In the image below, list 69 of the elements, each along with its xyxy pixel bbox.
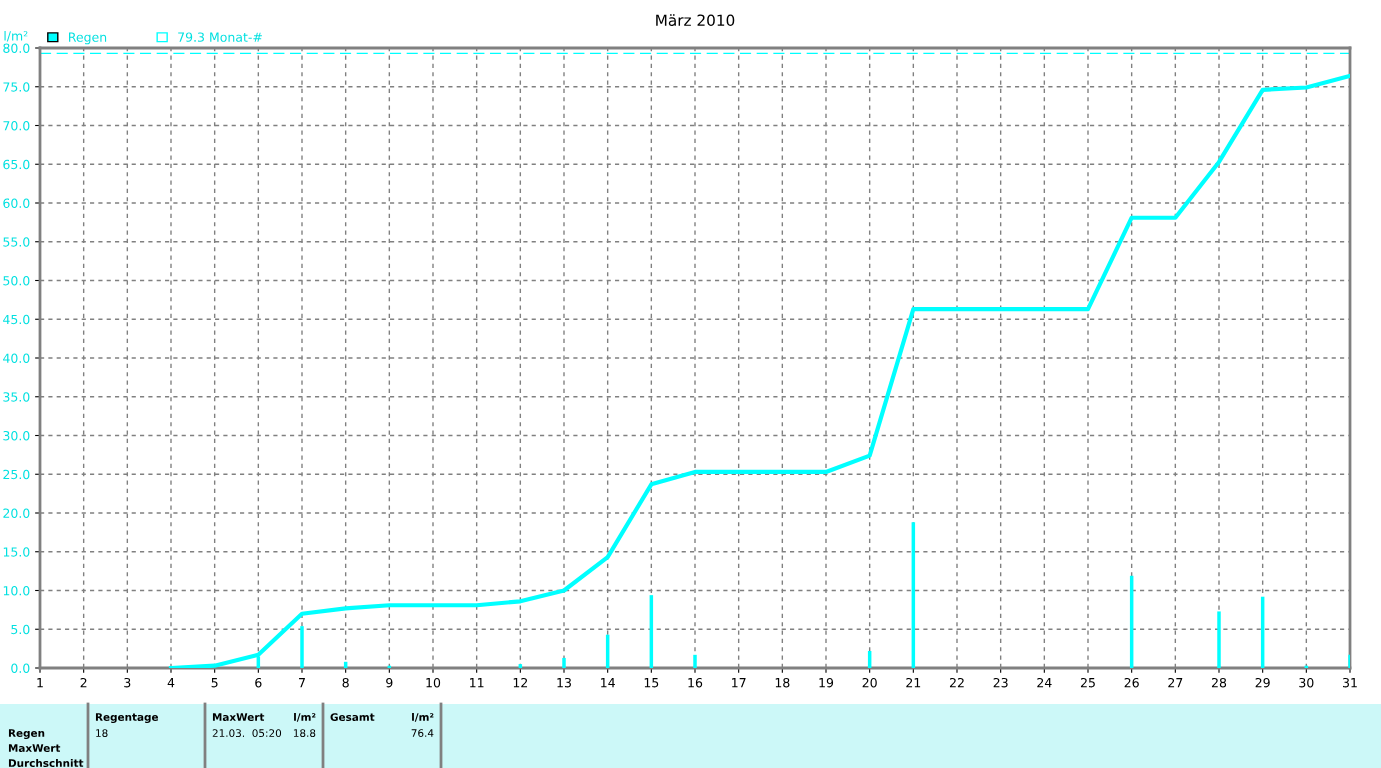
y-axis-title: l/m²: [4, 30, 28, 42]
x-tick-label: 6: [255, 677, 262, 688]
x-tick-label: 7: [299, 678, 305, 688]
y-tick-label: 30.0: [3, 430, 30, 441]
text: Gesamt: [330, 713, 375, 722]
x-tick-label: 3: [124, 677, 131, 688]
text: 76.4: [411, 729, 434, 738]
x-tick-label: 29: [1255, 677, 1270, 688]
x-tick-label: 25: [1080, 677, 1095, 688]
x-tick-label: 16: [688, 677, 703, 688]
text: 21.03. 05:20: [212, 729, 282, 738]
y-tick-label: 75.0: [3, 82, 30, 92]
text: Regentage: [95, 713, 159, 724]
y-tick-label: 80.0: [3, 43, 30, 53]
y-tick-label: 70.0: [3, 120, 30, 131]
x-tick-label: 23: [993, 677, 1008, 688]
y-tick-label: 25.0: [3, 469, 30, 480]
text: MaxWert: [8, 744, 61, 753]
x-tick-label: 18: [775, 677, 790, 688]
text: l/m²: [294, 712, 316, 722]
bar: [562, 657, 566, 668]
x-tick-label: 21: [906, 677, 921, 688]
legend-label: 79.3 Monat-#: [178, 32, 262, 42]
x-tick-label: 9: [386, 677, 393, 688]
x-tick-label: 13: [557, 677, 571, 688]
x-tick-label: 22: [949, 677, 964, 688]
text: Regen: [8, 729, 45, 740]
x-tick-label: 31: [1343, 677, 1357, 688]
x-tick-label: 26: [1124, 677, 1139, 688]
x-tick-label: 19: [819, 677, 834, 688]
x-tick-label: 2: [80, 677, 87, 688]
bar: [300, 626, 304, 668]
y-tick-label: 60.0: [3, 198, 30, 208]
y-tick-label: 55.0: [3, 237, 30, 247]
x-tick-label: 10: [426, 677, 441, 688]
chart-title: März 2010: [656, 14, 735, 26]
text: l/m²: [412, 712, 434, 722]
y-tick-label: 65.0: [3, 159, 30, 170]
text: 18.8: [293, 729, 316, 738]
x-tick-label: 15: [644, 678, 659, 688]
y-tick-label: 0.0: [11, 663, 30, 673]
x-tick-label: 12: [513, 677, 528, 688]
x-tick-label: 20: [862, 677, 877, 688]
x-tick-label: 28: [1211, 677, 1227, 688]
y-tick-label: 10.0: [3, 585, 30, 596]
y-tick-label: 50.0: [3, 275, 30, 286]
legend-label: Regen: [69, 32, 107, 45]
text: MaxWert: [212, 713, 265, 722]
y-tick-label: 40.0: [3, 353, 30, 363]
x-tick-label: 8: [342, 677, 349, 688]
x-tick-label: 5: [211, 678, 218, 688]
y-tick-label: 15.0: [3, 547, 30, 557]
y-tick-label: 5.0: [11, 624, 30, 635]
x-tick-label: 27: [1168, 677, 1183, 688]
x-tick-label: 24: [1037, 677, 1052, 688]
bar: [693, 654, 697, 668]
x-tick-label: 1: [37, 678, 43, 688]
x-tick-label: 14: [601, 678, 615, 688]
text: Durchschnitt: [8, 758, 84, 768]
x-tick-label: 30: [1299, 677, 1314, 688]
y-tick-label: 35.0: [3, 392, 30, 402]
x-tick-label: 17: [732, 678, 746, 688]
text: 18: [96, 729, 108, 738]
x-tick-label: 11: [470, 678, 484, 688]
y-tick-label: 45.0: [3, 314, 30, 325]
line-series: [168, 73, 1350, 668]
x-tick-label: 4: [167, 678, 175, 688]
bar: [1217, 611, 1221, 668]
y-tick-label: 20.0: [3, 508, 30, 518]
